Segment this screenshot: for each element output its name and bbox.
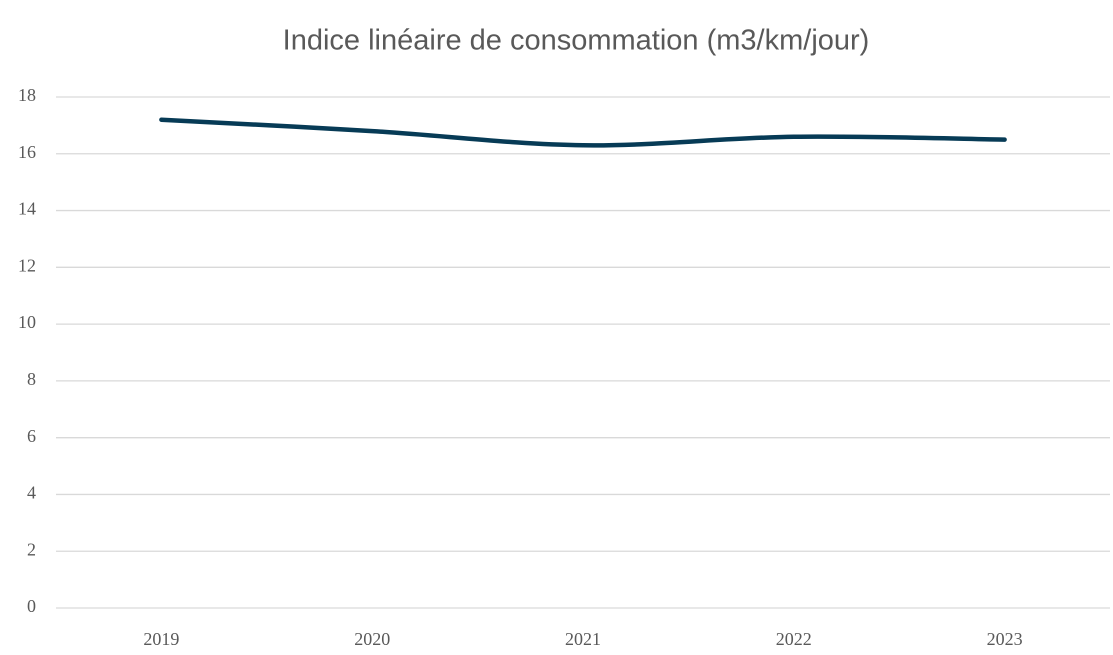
x-tick-label: 2022 (776, 629, 812, 649)
line-series (159, 117, 1007, 148)
y-tick-label: 16 (18, 142, 36, 162)
y-tick-label: 2 (27, 539, 36, 559)
y-tick-label: 6 (27, 426, 36, 446)
x-tick-label: 2023 (987, 629, 1023, 649)
y-tick-label: 14 (18, 199, 36, 219)
x-tick-label: 2019 (143, 629, 179, 649)
y-tick-label: 4 (27, 483, 36, 503)
y-tick-label: 0 (27, 596, 36, 616)
x-tick-label: 2021 (565, 629, 601, 649)
x-tick-label: 2020 (354, 629, 390, 649)
chart-title: Indice linéaire de consommation (m3/km/j… (283, 25, 870, 57)
y-tick-label: 8 (27, 369, 36, 389)
y-tick-label: 18 (18, 85, 36, 105)
y-tick-label: 12 (18, 255, 36, 275)
y-tick-label: 10 (18, 312, 36, 332)
